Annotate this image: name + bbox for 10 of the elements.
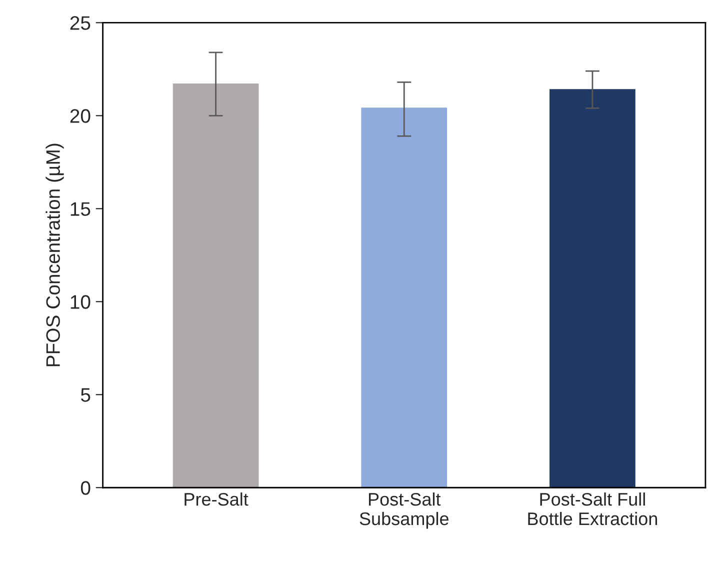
x-tick-label: Post-Salt Subsample (360, 492, 448, 529)
y-tick-label: 20 (70, 109, 90, 123)
y-axis-title: PFOS Concentration (µM) (46, 144, 64, 366)
y-tick-label: 0 (80, 481, 90, 495)
y-tick-label: 15 (70, 202, 90, 216)
y-tick-label: 25 (70, 16, 90, 30)
y-tick-label: 5 (80, 388, 90, 402)
y-tick-label: 10 (70, 295, 90, 309)
x-tick-label: Pre-Salt (184, 492, 248, 506)
x-tick-label: Post-Salt Full Bottle Extraction (528, 492, 658, 526)
